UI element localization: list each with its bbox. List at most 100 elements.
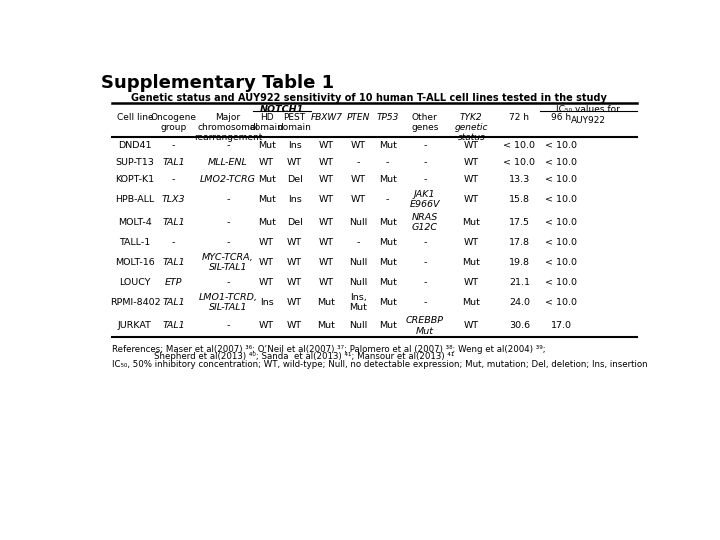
Text: Del: Del: [287, 218, 302, 227]
Text: Mut: Mut: [318, 298, 336, 307]
Text: Null: Null: [349, 258, 367, 267]
Text: < 10.0: < 10.0: [545, 298, 577, 307]
Text: Mut: Mut: [258, 175, 276, 184]
Text: Mut: Mut: [258, 141, 276, 150]
Text: -: -: [226, 238, 230, 247]
Text: NOTCH1: NOTCH1: [260, 105, 304, 114]
Text: 13.3: 13.3: [509, 175, 530, 184]
Text: < 10.0: < 10.0: [503, 141, 536, 150]
Text: Mut: Mut: [379, 175, 397, 184]
Text: WT: WT: [351, 141, 366, 150]
Text: Del: Del: [287, 175, 302, 184]
Text: DND41: DND41: [118, 141, 152, 150]
Text: -: -: [423, 238, 426, 247]
Text: HPB-ALL: HPB-ALL: [115, 195, 155, 204]
Text: LMO2-TCRG: LMO2-TCRG: [200, 175, 256, 184]
Text: -: -: [423, 298, 426, 307]
Text: Mut: Mut: [258, 195, 276, 204]
Text: WT: WT: [464, 195, 479, 204]
Text: FBXW7: FBXW7: [310, 112, 343, 122]
Text: WT: WT: [287, 278, 302, 287]
Text: WT: WT: [319, 218, 334, 227]
Text: -: -: [226, 141, 230, 150]
Text: -: -: [423, 175, 426, 184]
Text: JAK1
E966V: JAK1 E966V: [410, 190, 440, 209]
Text: WT: WT: [259, 158, 274, 167]
Text: WT: WT: [287, 258, 302, 267]
Text: WT: WT: [351, 195, 366, 204]
Text: 17.0: 17.0: [551, 321, 572, 330]
Text: -: -: [386, 158, 390, 167]
Text: 21.1: 21.1: [509, 278, 530, 287]
Text: Supplementary Table 1: Supplementary Table 1: [101, 74, 334, 92]
Text: Mut: Mut: [379, 141, 397, 150]
Text: Cell line: Cell line: [117, 112, 153, 122]
Text: < 10.0: < 10.0: [545, 258, 577, 267]
Text: Ins,
Mut: Ins, Mut: [349, 293, 367, 313]
Text: WT: WT: [464, 141, 479, 150]
Text: WT: WT: [464, 158, 479, 167]
Text: Mut: Mut: [379, 238, 397, 247]
Text: Mut: Mut: [379, 278, 397, 287]
Text: -: -: [226, 278, 230, 287]
Text: 17.5: 17.5: [509, 218, 530, 227]
Text: -: -: [386, 195, 390, 204]
Text: MLL-ENL: MLL-ENL: [208, 158, 248, 167]
Text: WT: WT: [259, 278, 274, 287]
Text: TAL1: TAL1: [163, 321, 185, 330]
Text: WT: WT: [259, 238, 274, 247]
Text: Shepherd et al(2013) ⁴⁰; Sanda  et al(2013) ⁴¹; Mansour et al(2013) ⁴¹: Shepherd et al(2013) ⁴⁰; Sanda et al(201…: [154, 352, 455, 361]
Text: < 10.0: < 10.0: [545, 218, 577, 227]
Text: IC₅₀ values for
AUY922: IC₅₀ values for AUY922: [557, 105, 620, 125]
Text: 72 h: 72 h: [509, 112, 529, 122]
Text: Mut: Mut: [379, 218, 397, 227]
Text: WT: WT: [259, 258, 274, 267]
Text: PTEN: PTEN: [346, 112, 370, 122]
Text: -: -: [423, 278, 426, 287]
Text: Mut: Mut: [462, 298, 480, 307]
Text: WT: WT: [287, 321, 302, 330]
Text: TYK2
genetic
status: TYK2 genetic status: [454, 112, 488, 143]
Text: 15.8: 15.8: [509, 195, 530, 204]
Text: JURKAT: JURKAT: [118, 321, 152, 330]
Text: RPMI-8402: RPMI-8402: [109, 298, 161, 307]
Text: TAL1: TAL1: [163, 258, 185, 267]
Text: -: -: [172, 238, 176, 247]
Text: Mut: Mut: [379, 258, 397, 267]
Text: -: -: [172, 141, 176, 150]
Text: 17.8: 17.8: [509, 238, 530, 247]
Text: -: -: [356, 158, 360, 167]
Text: WT: WT: [319, 175, 334, 184]
Text: Major
chromosomal
rearrangement: Major chromosomal rearrangement: [194, 112, 262, 143]
Text: TLX3: TLX3: [162, 195, 186, 204]
Text: WT: WT: [259, 321, 274, 330]
Text: ETP: ETP: [165, 278, 182, 287]
Text: TALL-1: TALL-1: [120, 238, 150, 247]
Text: MYC-TCRA,
SIL-TAL1: MYC-TCRA, SIL-TAL1: [202, 253, 254, 272]
Text: Ins: Ins: [260, 298, 274, 307]
Text: -: -: [356, 238, 360, 247]
Text: SUP-T13: SUP-T13: [115, 158, 154, 167]
Text: Mut: Mut: [318, 321, 336, 330]
Text: -: -: [226, 195, 230, 204]
Text: Ins: Ins: [288, 195, 302, 204]
Text: WT: WT: [464, 238, 479, 247]
Text: LMO1-TCRD,
SIL-TAL1: LMO1-TCRD, SIL-TAL1: [199, 293, 258, 313]
Text: WT: WT: [287, 238, 302, 247]
Text: HD
domain: HD domain: [250, 112, 284, 132]
Text: IC₅₀, 50% inhibitory concentration; WT, wild-type; Null, no detectable expressio: IC₅₀, 50% inhibitory concentration; WT, …: [112, 361, 647, 369]
Text: < 10.0: < 10.0: [545, 158, 577, 167]
Text: < 10.0: < 10.0: [545, 238, 577, 247]
Text: LOUCY: LOUCY: [120, 278, 150, 287]
Text: Mut: Mut: [379, 321, 397, 330]
Text: KOPT-K1: KOPT-K1: [115, 175, 155, 184]
Text: Mut: Mut: [462, 258, 480, 267]
Text: Genetic status and AUY922 sensitivity of 10 human T-ALL cell lines tested in the: Genetic status and AUY922 sensitivity of…: [131, 93, 607, 103]
Text: Other
genes: Other genes: [411, 112, 438, 132]
Text: 24.0: 24.0: [509, 298, 530, 307]
Text: Mut: Mut: [258, 218, 276, 227]
Text: -: -: [226, 321, 230, 330]
Text: WT: WT: [287, 158, 302, 167]
Text: WT: WT: [287, 298, 302, 307]
Text: TAL1: TAL1: [163, 158, 185, 167]
